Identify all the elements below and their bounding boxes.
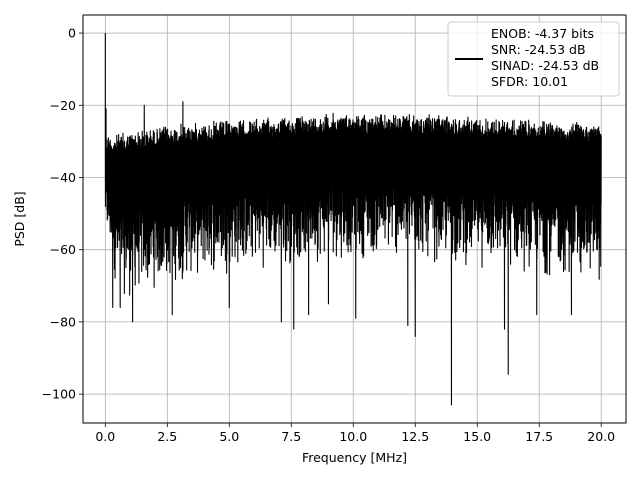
x-tick-label: 2.5 xyxy=(157,429,177,444)
legend-entry: ENOB: -4.37 bits SNR: -24.53 dB SINAD: -24… xyxy=(491,26,599,89)
plot-frame xyxy=(82,14,627,424)
x-tick-label: 7.5 xyxy=(281,429,301,444)
y-tick-label: −100 xyxy=(42,387,76,402)
x-tick-label: 10.0 xyxy=(339,429,367,444)
x-tick-label: 12.5 xyxy=(401,429,429,444)
x-tick-label: 0.0 xyxy=(95,429,115,444)
y-axis: 0 −20 −40 −60 −80 −100 xyxy=(42,26,83,402)
x-tick-label: 17.5 xyxy=(525,429,553,444)
x-tick-label: 15.0 xyxy=(463,429,491,444)
x-tick-label: 20.0 xyxy=(587,429,615,444)
plot-area xyxy=(104,33,602,406)
x-axis: 0.0 2.5 5.0 7.5 10.0 12.5 15.0 17.5 20.0 xyxy=(95,423,615,444)
legend-line: SFDR: 10.01 xyxy=(491,74,568,89)
y-tick-label: −40 xyxy=(50,170,76,185)
legend-line: SINAD: -24.53 dB xyxy=(491,58,599,73)
legend: ENOB: -4.37 bits SNR: -24.53 dB SINAD: -24… xyxy=(447,21,620,97)
x-axis-label: Frequency [MHz] xyxy=(302,450,407,465)
y-tick-label: 0 xyxy=(68,26,76,41)
y-tick-label: −60 xyxy=(50,242,76,257)
series-trace xyxy=(104,33,602,406)
legend-box xyxy=(447,21,620,97)
psd-series-line xyxy=(104,33,602,406)
legend-line: SNR: -24.53 dB xyxy=(491,42,586,57)
legend-line: ENOB: -4.37 bits xyxy=(491,26,594,41)
y-tick-label: −20 xyxy=(50,98,76,113)
y-axis-label: PSD [dB] xyxy=(12,191,27,246)
y-tick-label: −80 xyxy=(50,314,76,329)
x-tick-label: 5.0 xyxy=(219,429,239,444)
